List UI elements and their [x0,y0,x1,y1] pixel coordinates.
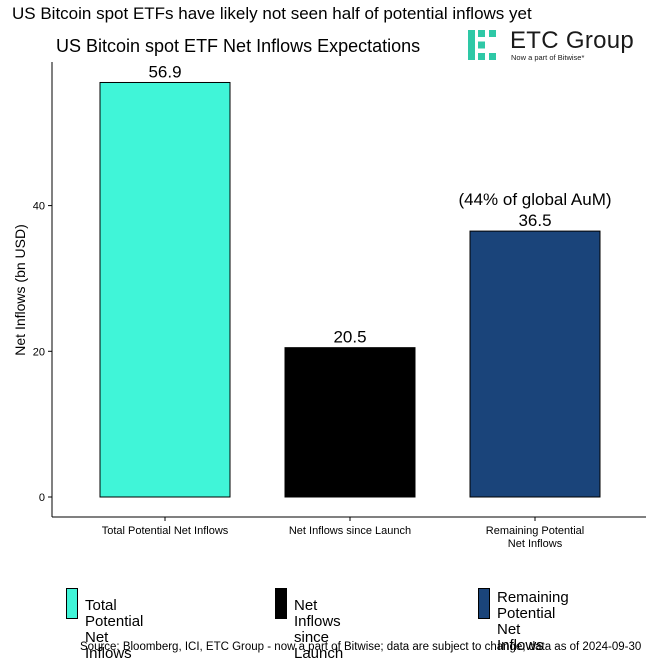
legend-label-remaining: Remaining Potential Net Inflows [497,589,569,654]
legend-swatch-since-launch [275,588,287,619]
legend-swatch-total [66,588,78,619]
y-tick-label: 20 [33,346,45,358]
bar-1 [99,81,231,498]
logo-tagline: Now a part of Bitwise* [511,53,585,62]
x-tick-label-line: Total Potential Net Inflows [102,525,229,537]
source-note: Source: Bloomberg, ICI, ETC Group - now … [80,641,642,653]
chart-title: US Bitcoin spot ETF Net Inflows Expectat… [56,36,421,56]
x-tick-label-line: Net Inflows since Launch [289,525,411,537]
bar-chart: 0 20 40 Net Inflows (bn USD) 56.9 Total Poten… [12,62,646,550]
legend-swatch-remaining [478,588,490,619]
bar-3 [469,230,601,498]
x-tick-label: Total Potential Net Inflows [102,525,229,537]
bar-value-label: 20.5 [333,328,366,347]
bar-2 [284,347,416,498]
y-tick-label: 40 [33,201,45,213]
headline: US Bitcoin spot ETFs have likely not see… [12,4,532,23]
etc-group-logo-icon [468,30,496,60]
legend-label-total: Total Potential Net Inflows [85,597,144,662]
annotation-global-aum: (44% of global AuM) [458,190,611,209]
bar-value-label: 36.5 [518,211,551,230]
x-tick-label-line: Remaining Potential [486,525,584,537]
etc-group-logo: ETC Group Now a part of Bitwise* [468,27,653,64]
y-axis-label: Net Inflows (bn USD) [12,224,28,355]
y-tick-label: 0 [39,492,45,504]
legend: Total Potential Net Inflows Net Inflows … [66,588,656,662]
bar-value-label: 56.9 [148,62,181,81]
x-tick-label: Net Inflows since Launch [289,525,411,537]
x-tick-label: Remaining Potential Net Inflows [486,525,584,550]
x-tick-label-line: Net Inflows [508,538,563,550]
logo-name: ETC Group [510,27,635,54]
legend-label-since-launch: Net Inflows since Launch [294,597,344,662]
